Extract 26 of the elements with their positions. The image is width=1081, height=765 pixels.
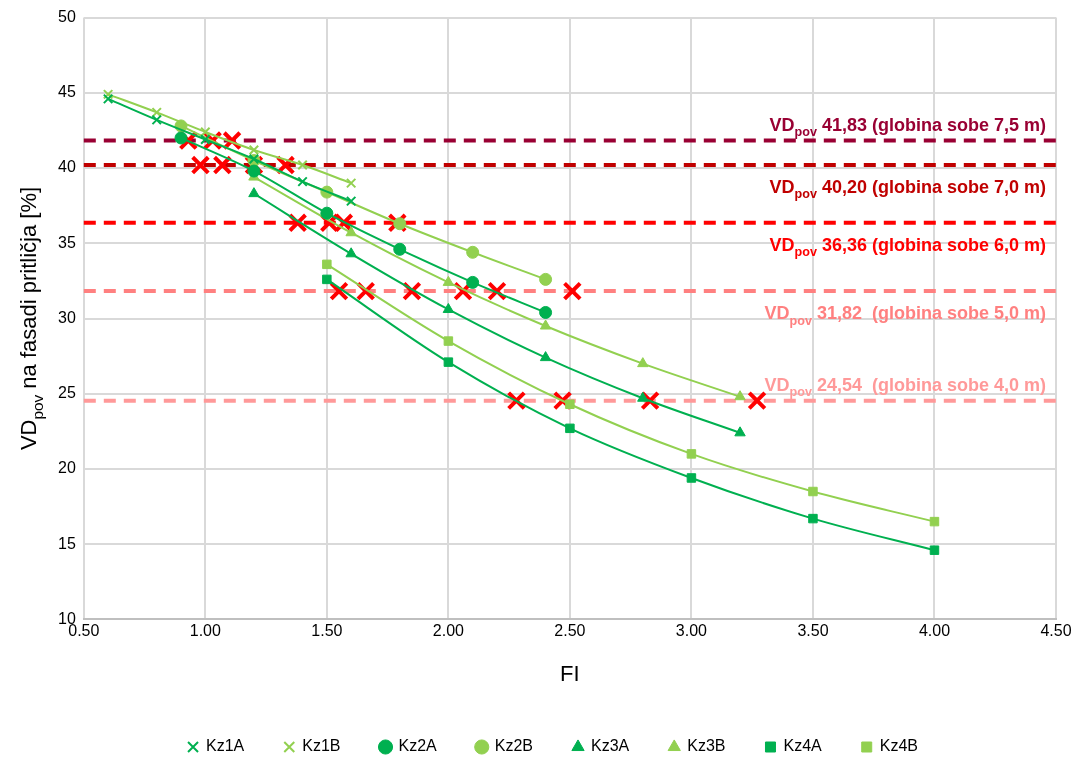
y-tick-label: 40 (58, 158, 76, 176)
x-tick-label: 3.50 (797, 622, 829, 640)
y-tick-label: 35 (58, 233, 76, 251)
x-tick-label: 2.00 (432, 622, 465, 640)
y-axis-title: VDpov na fasadi pritličja [%] (16, 186, 46, 451)
y-tick-label: 50 (58, 8, 76, 26)
legend-label: Kz2A (398, 737, 438, 755)
y-tick-label: 20 (58, 459, 76, 477)
x-tick-label: 4.00 (918, 622, 951, 640)
legend-label: Kz3A (591, 737, 630, 755)
legend-label: Kz1A (206, 737, 245, 755)
y-tick-label: 30 (58, 308, 76, 326)
x-axis-title: FI (560, 661, 580, 687)
y-tick-label: 15 (58, 534, 76, 552)
legend-label: Kz1B (302, 737, 341, 755)
legend-label: Kz4B (879, 737, 918, 755)
x-tick-label: 4.50 (1040, 622, 1072, 640)
x-tick-label: 3.00 (675, 622, 708, 640)
x-tick-label: 2.50 (554, 622, 586, 640)
x-tick-label: 1.50 (311, 622, 343, 640)
y-tick-label: 25 (58, 384, 76, 402)
y-tick-label: 45 (58, 83, 76, 101)
x-tick-label: 1.00 (189, 622, 221, 640)
legend-label: Kz3B (687, 737, 726, 755)
legend-label: Kz2B (494, 737, 534, 755)
legend-label: Kz4A (783, 737, 823, 755)
